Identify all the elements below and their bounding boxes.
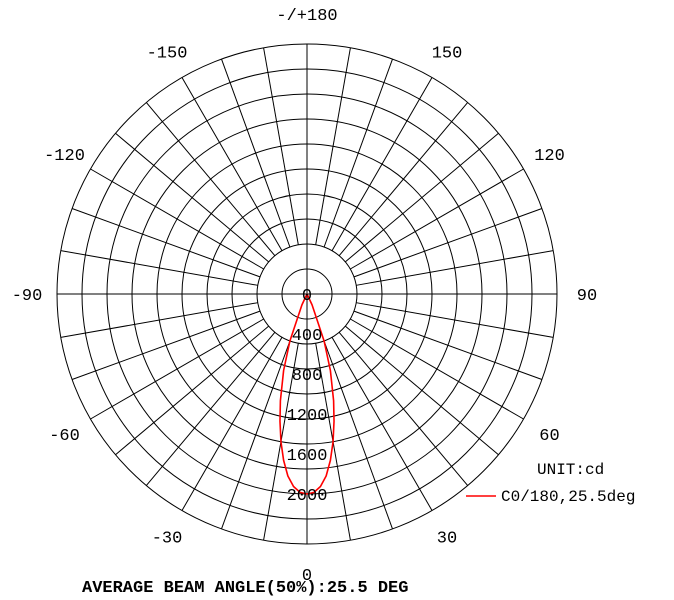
grid-spoke: [115, 132, 270, 263]
legend-entry-label: C0/180,25.5deg: [501, 488, 635, 506]
series-curve-c0-180: [279, 293, 335, 495]
grid-spoke: [71, 208, 261, 278]
grid-spoke: [331, 337, 433, 511]
legend: C0/180,25.5deg: [466, 488, 635, 506]
grid-spoke: [344, 325, 499, 456]
grid-spoke: [353, 310, 543, 380]
grid-spoke: [181, 77, 283, 251]
grid-spoke: [315, 47, 351, 245]
footer-beam-angle: AVERAGE BEAM ANGLE(50%):25.5 DEG: [82, 579, 408, 598]
angle-tick-label: -/+180: [276, 7, 337, 26]
radial-tick-label: 400: [292, 327, 323, 346]
grid-spoke: [221, 58, 291, 248]
grid-spoke: [145, 102, 276, 257]
grid-spoke: [60, 302, 258, 338]
angle-tick-label: 0: [302, 567, 312, 586]
grid-spoke: [350, 168, 524, 270]
angle-tick-label: -60: [49, 427, 80, 446]
grid-spoke: [323, 340, 393, 530]
angle-tick-label: 150: [432, 45, 463, 64]
grid-spoke: [60, 250, 258, 286]
radial-tick-label: 1600: [287, 447, 328, 466]
grid-spoke: [353, 208, 543, 278]
grid-spoke: [323, 58, 393, 248]
grid-spoke: [338, 331, 469, 486]
angle-tick-label: 30: [437, 530, 457, 549]
angle-tick-label: -150: [147, 45, 188, 64]
grid-spoke: [221, 340, 291, 530]
polar-grid: [56, 43, 558, 545]
angle-tick-label: -120: [44, 147, 85, 166]
radial-tick-labels: 0 400 800 1200 1600 2000: [287, 287, 328, 506]
grid-spoke: [331, 77, 433, 251]
angle-tick-label: -90: [12, 287, 43, 306]
grid-spoke: [71, 310, 261, 380]
angle-tick-label: 90: [577, 287, 597, 306]
grid-spoke: [90, 168, 264, 270]
angle-tick-labels: -/+180 150 120 90 60 30 0 -30 -60 -90 -120 -150: [12, 7, 598, 586]
grid-spoke: [115, 325, 270, 456]
angle-tick-label: 60: [539, 427, 559, 446]
radial-tick-label: 800: [292, 367, 323, 386]
unit-label: UNIT:cd: [537, 461, 604, 479]
grid-spoke: [181, 337, 283, 511]
angle-tick-label: 120: [534, 147, 565, 166]
grid-spoke: [145, 331, 276, 486]
angle-tick-label: -30: [152, 530, 183, 549]
grid-spoke: [344, 132, 499, 263]
grid-spoke: [350, 318, 524, 420]
series-layer: [279, 293, 335, 495]
radial-tick-label: 2000: [287, 487, 328, 506]
grid-spoke: [338, 102, 469, 257]
radial-tick-label: 1200: [287, 407, 328, 426]
grid-spoke: [356, 302, 554, 338]
grid-spoke: [90, 318, 264, 420]
grid-spoke: [356, 250, 554, 286]
grid-spoke: [263, 47, 299, 245]
radial-tick-label: 0: [302, 287, 312, 306]
